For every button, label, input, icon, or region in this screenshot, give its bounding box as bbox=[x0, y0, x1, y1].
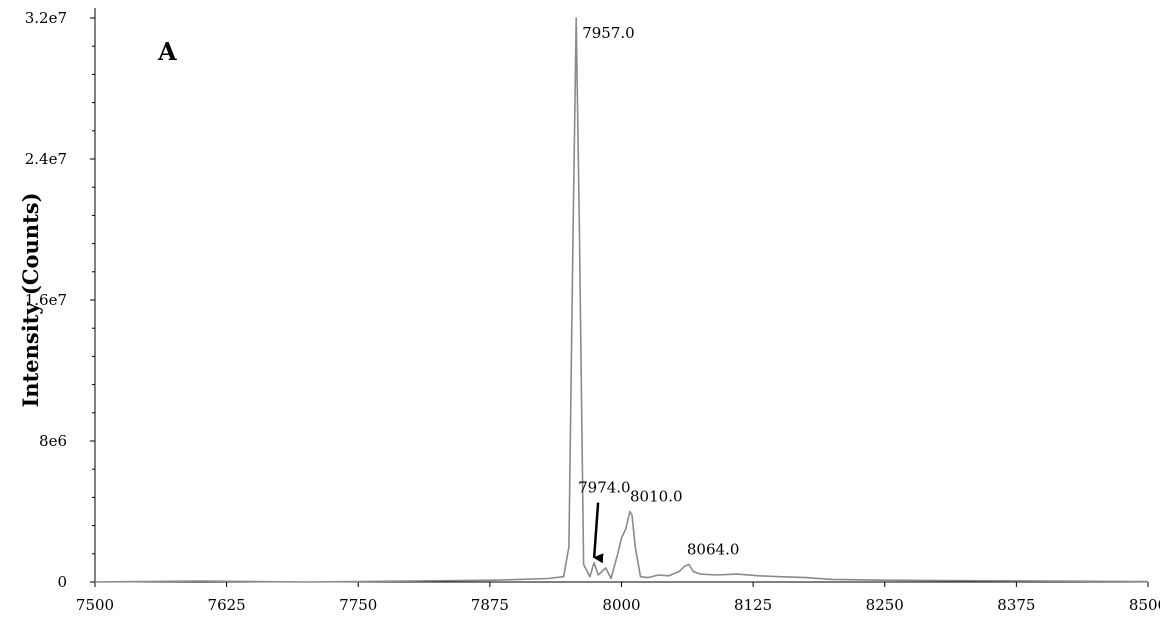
y-tick-label: 1.6e7 bbox=[25, 291, 67, 309]
y-axis-label: Intensity (Counts) bbox=[18, 192, 43, 407]
peak-annotations: 7957.0 7974.0 8010.0 8064.0 bbox=[578, 24, 740, 564]
x-tick-label: 7875 bbox=[471, 596, 509, 614]
y-tick-label: 2.4e7 bbox=[25, 150, 67, 168]
x-tick-label: 8125 bbox=[734, 596, 772, 614]
x-tick-label: 8375 bbox=[997, 596, 1035, 614]
spectrum-line bbox=[94, 17, 1149, 583]
panel-label: A bbox=[157, 37, 177, 66]
peak-label: 8010.0 bbox=[630, 488, 683, 506]
y-tick-label: 8e6 bbox=[39, 432, 67, 450]
y-tick-label: 3.2e7 bbox=[25, 9, 67, 27]
peak-label: 7974.0 bbox=[578, 479, 631, 497]
peak-arrow bbox=[592, 502, 604, 564]
x-tick-label: 8000 bbox=[602, 596, 640, 614]
x-tick-label: 7750 bbox=[339, 596, 377, 614]
x-tick-label: 7500 bbox=[76, 596, 114, 614]
peak-label: 7957.0 bbox=[582, 24, 635, 42]
y-tick-label: 0 bbox=[57, 573, 67, 591]
y-ticks: 0 8e6 1.6e7 2.4e7 3.2e7 bbox=[25, 9, 95, 591]
x-tick-label: 7625 bbox=[208, 596, 246, 614]
x-tick-label: 8250 bbox=[866, 596, 904, 614]
peak-label: 8064.0 bbox=[687, 540, 740, 558]
